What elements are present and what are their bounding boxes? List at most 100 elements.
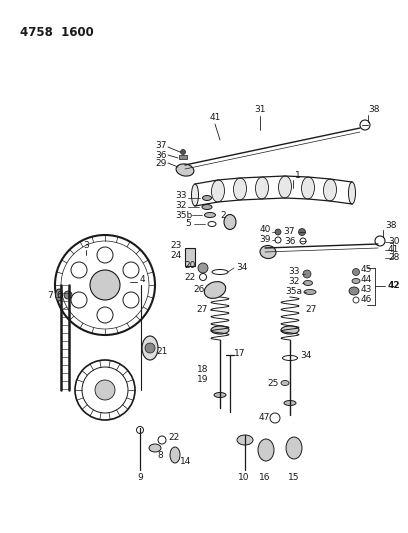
- Text: 28: 28: [388, 254, 399, 262]
- Ellipse shape: [142, 336, 158, 360]
- Ellipse shape: [304, 280, 313, 286]
- Text: 33: 33: [288, 268, 300, 277]
- Text: 14: 14: [180, 457, 191, 466]
- Text: 27: 27: [305, 305, 316, 314]
- Ellipse shape: [202, 196, 211, 200]
- Text: 15: 15: [288, 473, 300, 482]
- Text: 47: 47: [259, 414, 270, 423]
- Ellipse shape: [214, 392, 226, 398]
- Text: 27: 27: [197, 305, 208, 314]
- Text: 45: 45: [361, 265, 373, 274]
- Circle shape: [123, 262, 139, 278]
- Text: 20: 20: [185, 261, 196, 270]
- Text: 38: 38: [385, 221, 397, 230]
- Ellipse shape: [324, 179, 337, 201]
- Text: 3: 3: [83, 240, 89, 249]
- Ellipse shape: [170, 447, 180, 463]
- Text: 4758  1600: 4758 1600: [20, 26, 94, 38]
- Text: 6: 6: [56, 290, 62, 300]
- Ellipse shape: [191, 184, 199, 206]
- Circle shape: [198, 263, 208, 273]
- Text: 8: 8: [157, 450, 163, 459]
- Circle shape: [90, 270, 120, 300]
- Ellipse shape: [258, 439, 274, 461]
- Circle shape: [97, 247, 113, 263]
- Circle shape: [303, 270, 311, 278]
- Text: 46: 46: [361, 295, 373, 304]
- Text: 5: 5: [185, 220, 191, 229]
- Circle shape: [353, 269, 359, 276]
- Circle shape: [64, 291, 72, 299]
- Text: 37: 37: [155, 141, 166, 149]
- Ellipse shape: [211, 326, 229, 334]
- Bar: [185, 248, 195, 266]
- Text: 18: 18: [197, 366, 208, 375]
- Ellipse shape: [260, 246, 276, 259]
- Circle shape: [275, 229, 281, 235]
- Text: 33: 33: [175, 191, 186, 200]
- Text: 31: 31: [254, 106, 266, 115]
- Ellipse shape: [281, 326, 299, 334]
- Text: 2: 2: [220, 211, 226, 220]
- Text: 37: 37: [284, 228, 295, 237]
- Text: 22: 22: [185, 272, 196, 281]
- Text: 43: 43: [361, 286, 373, 295]
- Text: 10: 10: [238, 473, 250, 482]
- Circle shape: [95, 380, 115, 400]
- Text: 19: 19: [197, 376, 208, 384]
- Circle shape: [180, 149, 186, 155]
- Text: 4: 4: [140, 276, 146, 285]
- Text: 22: 22: [168, 433, 179, 442]
- Ellipse shape: [352, 279, 360, 284]
- Text: 40: 40: [259, 225, 271, 235]
- Circle shape: [123, 292, 139, 308]
- Circle shape: [299, 229, 306, 236]
- Ellipse shape: [281, 381, 289, 385]
- Ellipse shape: [149, 444, 161, 452]
- Circle shape: [71, 262, 87, 278]
- Text: 24: 24: [171, 251, 182, 260]
- Ellipse shape: [286, 437, 302, 459]
- Text: 1: 1: [295, 171, 301, 180]
- Text: 38: 38: [368, 106, 379, 115]
- Text: 36: 36: [155, 150, 166, 159]
- Text: 9: 9: [137, 473, 143, 482]
- Ellipse shape: [224, 214, 236, 230]
- Text: 23: 23: [171, 240, 182, 249]
- Ellipse shape: [202, 205, 212, 209]
- Text: 21: 21: [156, 348, 167, 357]
- Text: 26: 26: [194, 286, 205, 295]
- Ellipse shape: [349, 287, 359, 295]
- Ellipse shape: [211, 180, 224, 202]
- Text: 34: 34: [300, 351, 311, 359]
- Text: 36: 36: [284, 237, 296, 246]
- Text: 7: 7: [47, 290, 53, 300]
- Text: 25: 25: [268, 378, 279, 387]
- Text: 30: 30: [388, 238, 399, 246]
- Text: 44: 44: [361, 276, 372, 285]
- Text: 29: 29: [155, 158, 166, 167]
- Ellipse shape: [279, 176, 291, 198]
- Ellipse shape: [255, 177, 268, 199]
- Text: 35a: 35a: [285, 287, 302, 296]
- Text: 34: 34: [236, 263, 247, 272]
- Ellipse shape: [348, 182, 355, 204]
- Text: 41: 41: [209, 114, 221, 123]
- Circle shape: [97, 307, 113, 323]
- Text: 42: 42: [388, 281, 401, 290]
- Text: 35b: 35b: [175, 211, 192, 220]
- Ellipse shape: [302, 177, 315, 199]
- Text: 41: 41: [388, 246, 399, 254]
- Ellipse shape: [237, 435, 253, 445]
- Text: 17: 17: [234, 349, 246, 358]
- Circle shape: [71, 292, 87, 308]
- Text: 32: 32: [288, 278, 300, 287]
- Ellipse shape: [204, 281, 226, 298]
- Bar: [179, 155, 187, 159]
- Text: 32: 32: [175, 201, 186, 211]
- Ellipse shape: [304, 289, 316, 295]
- Ellipse shape: [284, 400, 296, 406]
- Ellipse shape: [204, 213, 215, 217]
- Circle shape: [145, 343, 155, 353]
- Text: 39: 39: [259, 236, 271, 245]
